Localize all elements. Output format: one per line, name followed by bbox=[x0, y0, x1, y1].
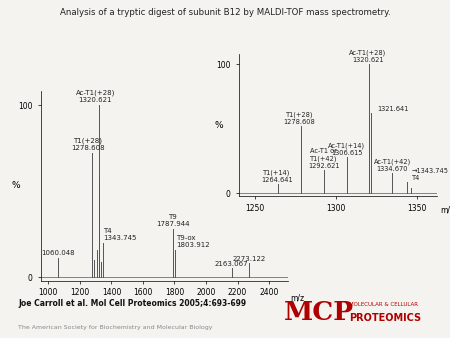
Text: MOLECULAR & CELLULAR: MOLECULAR & CELLULAR bbox=[349, 302, 418, 307]
Text: %: % bbox=[11, 182, 20, 190]
Text: Ac-T1(+28)
1320.621: Ac-T1(+28) 1320.621 bbox=[349, 50, 387, 63]
Text: Ac-T1(+42)
1334.670: Ac-T1(+42) 1334.670 bbox=[374, 158, 411, 171]
Text: Ac-T1(+28)
1320.621: Ac-T1(+28) 1320.621 bbox=[76, 90, 115, 103]
Text: MCP: MCP bbox=[284, 300, 354, 325]
Text: 2163.067: 2163.067 bbox=[215, 261, 248, 267]
Text: Analysis of a tryptic digest of subunit B12 by MALDI-TOF mass spectrometry.: Analysis of a tryptic digest of subunit … bbox=[60, 8, 390, 18]
Text: The American Society for Biochemistry and Molecular Biology: The American Society for Biochemistry an… bbox=[18, 325, 212, 330]
Text: 1060.048: 1060.048 bbox=[41, 250, 75, 257]
Text: Ac-T1(+14)
1306.615: Ac-T1(+14) 1306.615 bbox=[328, 143, 365, 156]
Text: Ac-T1 or
T1(+42)
1292.621: Ac-T1 or T1(+42) 1292.621 bbox=[308, 148, 340, 169]
Text: T9-ox
1803.912: T9-ox 1803.912 bbox=[176, 235, 210, 248]
Text: T1(+14)
1264.641: T1(+14) 1264.641 bbox=[261, 170, 292, 183]
Text: →1343.745
T4: →1343.745 T4 bbox=[412, 168, 449, 180]
Text: PROTEOMICS: PROTEOMICS bbox=[349, 313, 421, 323]
Text: %: % bbox=[214, 121, 223, 129]
Text: Joe Carroll et al. Mol Cell Proteomics 2005;4:693-699: Joe Carroll et al. Mol Cell Proteomics 2… bbox=[18, 299, 246, 308]
Text: m/z: m/z bbox=[291, 294, 305, 303]
Text: 2273.122: 2273.122 bbox=[233, 256, 266, 262]
Text: T9
1787.944: T9 1787.944 bbox=[156, 214, 189, 227]
Text: m/z: m/z bbox=[441, 206, 450, 215]
Text: 1321.641: 1321.641 bbox=[378, 106, 409, 112]
Text: T4
1343.745: T4 1343.745 bbox=[104, 228, 137, 241]
Text: T1(+28)
1278.608: T1(+28) 1278.608 bbox=[71, 138, 105, 151]
Text: T1(+28)
1278.608: T1(+28) 1278.608 bbox=[284, 112, 315, 125]
